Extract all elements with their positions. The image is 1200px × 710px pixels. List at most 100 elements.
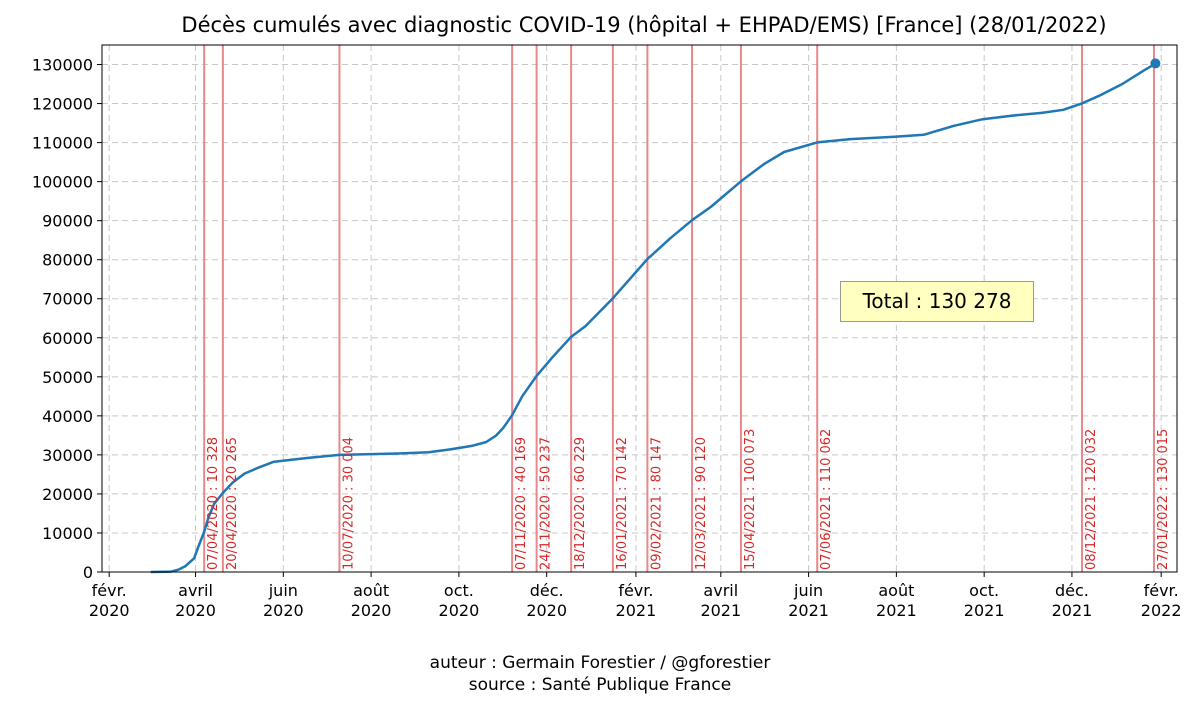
data-point <box>288 459 290 461</box>
data-point <box>691 219 693 221</box>
data-point <box>1143 69 1145 72</box>
y-tick-label: 110000 <box>32 134 93 153</box>
y-tick-label: 10000 <box>42 524 93 543</box>
x-axis-ticks: févr. 2020 avril 2020 juin 2020 août 2020 oct. 20… <box>89 572 1182 620</box>
data-point <box>184 565 187 567</box>
data-point <box>338 454 341 456</box>
data-point <box>511 414 513 417</box>
data-point <box>203 530 205 533</box>
total-annotation: Total : 130 278 <box>840 281 1034 322</box>
y-tick-label: 100000 <box>32 173 93 192</box>
data-point <box>783 151 785 153</box>
data-point <box>551 356 554 359</box>
data-point <box>502 426 505 429</box>
author-credit: auteur : Germain Forestier / @gforestier <box>429 653 771 673</box>
marker-labels: 07/04/2020 : 10 328 20/04/2020 : 20 265 10… <box>206 429 1171 570</box>
marker-label: 07/06/2021 : 110 062 <box>819 429 834 570</box>
marker-label: 18/12/2020 : 60 229 <box>573 437 588 570</box>
x-tick-label: févr. 2021 <box>616 581 657 620</box>
data-point <box>1062 109 1065 111</box>
data-point <box>232 481 234 484</box>
x-tick-label: avril 2021 <box>700 581 741 620</box>
x-tick-label: déc. 2021 <box>1052 581 1093 620</box>
x-tick-label: déc. 2020 <box>526 581 567 620</box>
data-point <box>894 135 896 138</box>
y-tick-label: 80000 <box>42 251 93 270</box>
data-point <box>471 445 473 447</box>
data-point <box>763 163 765 165</box>
x-tick-label: août 2020 <box>351 581 392 620</box>
data-point <box>1121 83 1124 85</box>
data-point <box>397 452 400 455</box>
data-point <box>258 466 260 469</box>
plot-frame <box>101 44 1178 573</box>
y-tick-label: 70000 <box>42 290 93 309</box>
marker-label: 09/02/2021 : 80 147 <box>649 437 664 570</box>
y-tick-label: 0 <box>83 563 93 582</box>
data-point <box>669 237 672 239</box>
data-point <box>272 461 275 463</box>
data-point <box>816 141 818 144</box>
x-tick-label: févr. 2020 <box>89 581 130 620</box>
series-group <box>150 58 1161 574</box>
y-tick-label: 90000 <box>42 212 93 231</box>
marker-label: 07/11/2020 : 40 169 <box>514 437 529 570</box>
marker-label: 24/11/2020 : 50 237 <box>539 437 554 570</box>
marker-label: 20/04/2020 : 20 265 <box>225 437 240 570</box>
data-point <box>485 441 488 443</box>
x-tick-label: août 2021 <box>876 581 917 620</box>
marker-label: 08/12/2021 : 120 032 <box>1084 429 1099 570</box>
data-point <box>197 545 200 548</box>
y-tick-label: 120000 <box>32 95 93 114</box>
data-point <box>1010 114 1013 117</box>
data-point <box>646 258 649 260</box>
data-point <box>849 138 852 140</box>
data-point <box>495 434 498 437</box>
data-point <box>309 456 312 459</box>
data-point <box>207 516 210 519</box>
chart-title: Décès cumulés avec diagnostic COVID-19 (… <box>181 13 1106 37</box>
data-point <box>709 206 712 208</box>
y-tick-label: 130000 <box>32 56 93 75</box>
data-point <box>740 180 742 183</box>
x-tick-label: avril 2020 <box>175 581 216 620</box>
data-point <box>1081 102 1083 105</box>
x-tick-label: juin 2020 <box>263 581 304 620</box>
data-point <box>1040 112 1043 114</box>
data-point <box>535 375 538 377</box>
marker-label: 07/04/2020 : 10 328 <box>206 437 221 570</box>
marker-label: 16/01/2021 : 70 142 <box>615 437 630 570</box>
marker-lines <box>203 45 1155 572</box>
data-point <box>981 118 984 120</box>
data-point <box>953 125 955 127</box>
data-point <box>521 395 523 398</box>
data-point <box>222 492 224 494</box>
marker-label: 10/07/2020 : 30 004 <box>341 437 356 570</box>
data-point <box>370 453 372 455</box>
data-point <box>584 325 587 327</box>
data-point <box>213 502 215 505</box>
marker-label: 12/03/2021 : 90 120 <box>694 437 709 570</box>
x-tick-label: févr. 2022 <box>1141 581 1182 620</box>
x-tick-label: oct. 2021 <box>964 581 1005 620</box>
data-point <box>922 134 925 136</box>
y-tick-label: 50000 <box>42 368 93 387</box>
marker-label: 27/01/2022 : 130 015 <box>1156 429 1171 570</box>
y-axis-ticks: 0 10000 20000 30000 40000 50000 60000 70000 8000… <box>32 56 102 582</box>
data-point <box>177 568 180 571</box>
data-point <box>449 448 452 451</box>
x-tick-label: juin 2021 <box>788 581 829 620</box>
axes <box>101 44 1178 573</box>
last-point-marker <box>1150 58 1161 69</box>
marker-label: 15/04/2021 : 100 073 <box>743 429 758 570</box>
data-point <box>1098 94 1101 97</box>
y-tick-label: 40000 <box>42 407 93 426</box>
data-point <box>570 336 572 338</box>
data-point <box>193 557 195 560</box>
x-tick-label: oct. 2020 <box>439 581 480 620</box>
y-tick-label: 20000 <box>42 485 93 504</box>
source-credit: source : Santé Publique France <box>468 675 732 695</box>
series-line <box>150 62 1157 574</box>
data-point <box>612 297 614 300</box>
